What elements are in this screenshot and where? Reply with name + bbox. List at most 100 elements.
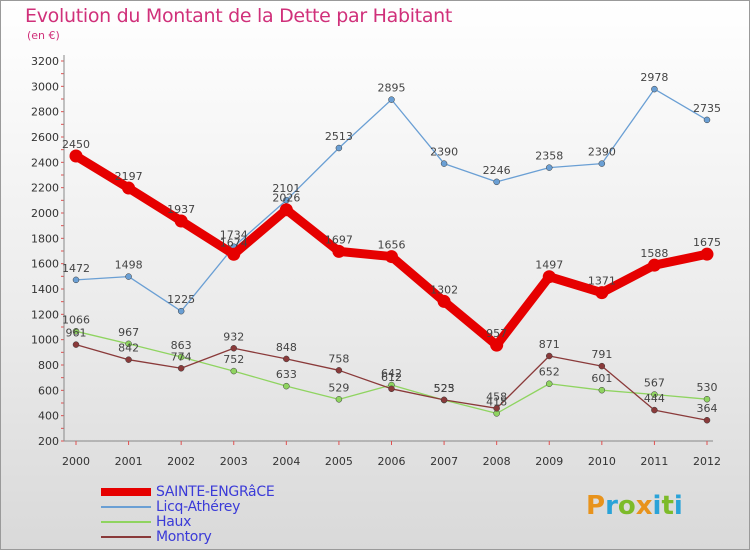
data-label: 871	[539, 338, 560, 351]
data-point	[72, 341, 80, 348]
y-tick-label: 3000	[31, 80, 59, 93]
data-label: 774	[171, 350, 192, 363]
data-label: 752	[223, 353, 244, 366]
data-label: 1656	[378, 239, 406, 252]
y-tick-label: 1800	[31, 232, 59, 245]
y-tick-label: 1600	[31, 258, 59, 271]
data-label: 863	[171, 339, 192, 352]
y-tick-label: 400	[38, 410, 59, 423]
data-label: 2390	[430, 146, 458, 159]
data-label: 1302	[430, 283, 458, 296]
logo-letter: o	[617, 491, 636, 521]
data-label: 2513	[325, 130, 353, 143]
legend-label: Montory	[156, 529, 212, 545]
data-point	[335, 144, 343, 152]
logo-letter: x	[635, 491, 653, 521]
chart-subtitle: (en €)	[27, 29, 60, 42]
data-label: 2895	[378, 82, 406, 95]
data-point	[388, 385, 395, 393]
legend-swatch	[101, 506, 151, 508]
x-tick-label: 2008	[483, 455, 511, 468]
data-label: 957	[486, 327, 507, 340]
data-label: 1371	[588, 275, 616, 288]
data-point	[125, 340, 132, 348]
data-point	[72, 276, 80, 284]
data-label: 633	[276, 368, 297, 381]
data-point	[72, 328, 80, 335]
data-point	[177, 353, 185, 361]
data-label: 612	[381, 371, 402, 384]
data-point	[230, 367, 237, 375]
data-point	[283, 382, 290, 390]
legend-item: Haux	[101, 515, 361, 530]
data-label: 530	[697, 381, 718, 394]
data-point	[335, 396, 343, 403]
y-tick-label: 1200	[31, 308, 59, 321]
data-label: 1674	[220, 236, 248, 249]
data-label: 961	[66, 327, 87, 340]
logo-letter: r	[605, 491, 618, 521]
x-tick-label: 2006	[378, 455, 406, 468]
data-label: 1472	[62, 262, 90, 275]
y-tick-label: 2400	[31, 156, 59, 169]
y-tick-label: 3200	[31, 55, 59, 68]
data-point	[283, 355, 290, 363]
data-point	[279, 203, 293, 217]
data-label: 2735	[693, 102, 721, 115]
data-point	[703, 416, 711, 424]
data-label: 1498	[115, 259, 143, 272]
legend-swatch	[101, 488, 151, 496]
data-label: 652	[539, 366, 560, 379]
data-label: 458	[486, 390, 507, 403]
legend-item: SAINTE-ENGRâCE	[101, 485, 361, 500]
data-label: 2978	[640, 71, 668, 84]
data-label: 2246	[483, 164, 511, 177]
data-label: 529	[328, 381, 349, 394]
data-point	[388, 96, 395, 103]
data-label: 2358	[535, 150, 563, 163]
data-label: 2026	[272, 192, 300, 205]
data-point	[598, 386, 606, 394]
data-label: 418	[486, 395, 507, 408]
x-tick-label: 2000	[62, 455, 90, 468]
y-tick-label: 600	[38, 384, 59, 397]
data-point	[385, 250, 398, 264]
data-label: 967	[118, 326, 139, 339]
data-point	[546, 352, 553, 360]
data-label: 932	[223, 330, 244, 343]
data-point	[227, 247, 241, 261]
data-point	[230, 345, 237, 352]
y-tick-label: 1000	[31, 334, 59, 347]
data-point	[703, 395, 711, 403]
data-label: 601	[591, 372, 612, 385]
legend-label: Licq-Athérey	[156, 499, 241, 515]
data-label: 758	[328, 352, 349, 365]
data-point	[490, 338, 504, 352]
y-tick-label: 2200	[31, 182, 59, 195]
data-label: 364	[697, 402, 718, 415]
logo-letter: i	[673, 491, 683, 521]
data-point	[69, 149, 83, 163]
data-point	[174, 214, 188, 228]
y-tick-label: 1400	[31, 283, 59, 296]
data-label: 2101	[272, 182, 300, 195]
data-label: 642	[381, 367, 402, 380]
logo-letter: i	[652, 491, 662, 521]
data-point	[647, 258, 661, 272]
data-label: 523	[434, 382, 455, 395]
data-point	[125, 356, 132, 363]
data-label: 567	[644, 377, 665, 390]
data-label: 1697	[325, 233, 353, 246]
legend-swatch	[101, 536, 151, 538]
legend-item: Montory	[101, 530, 361, 545]
data-label: 2390	[588, 146, 616, 159]
data-label: 848	[276, 341, 297, 354]
x-tick-label: 2004	[272, 455, 300, 468]
data-point	[437, 294, 451, 308]
y-tick-label: 2000	[31, 207, 59, 220]
chart-title: Evolution du Montant de la Dette par Hab…	[25, 5, 453, 27]
data-label: 791	[591, 348, 612, 361]
data-point	[335, 367, 343, 374]
data-point	[542, 270, 556, 284]
